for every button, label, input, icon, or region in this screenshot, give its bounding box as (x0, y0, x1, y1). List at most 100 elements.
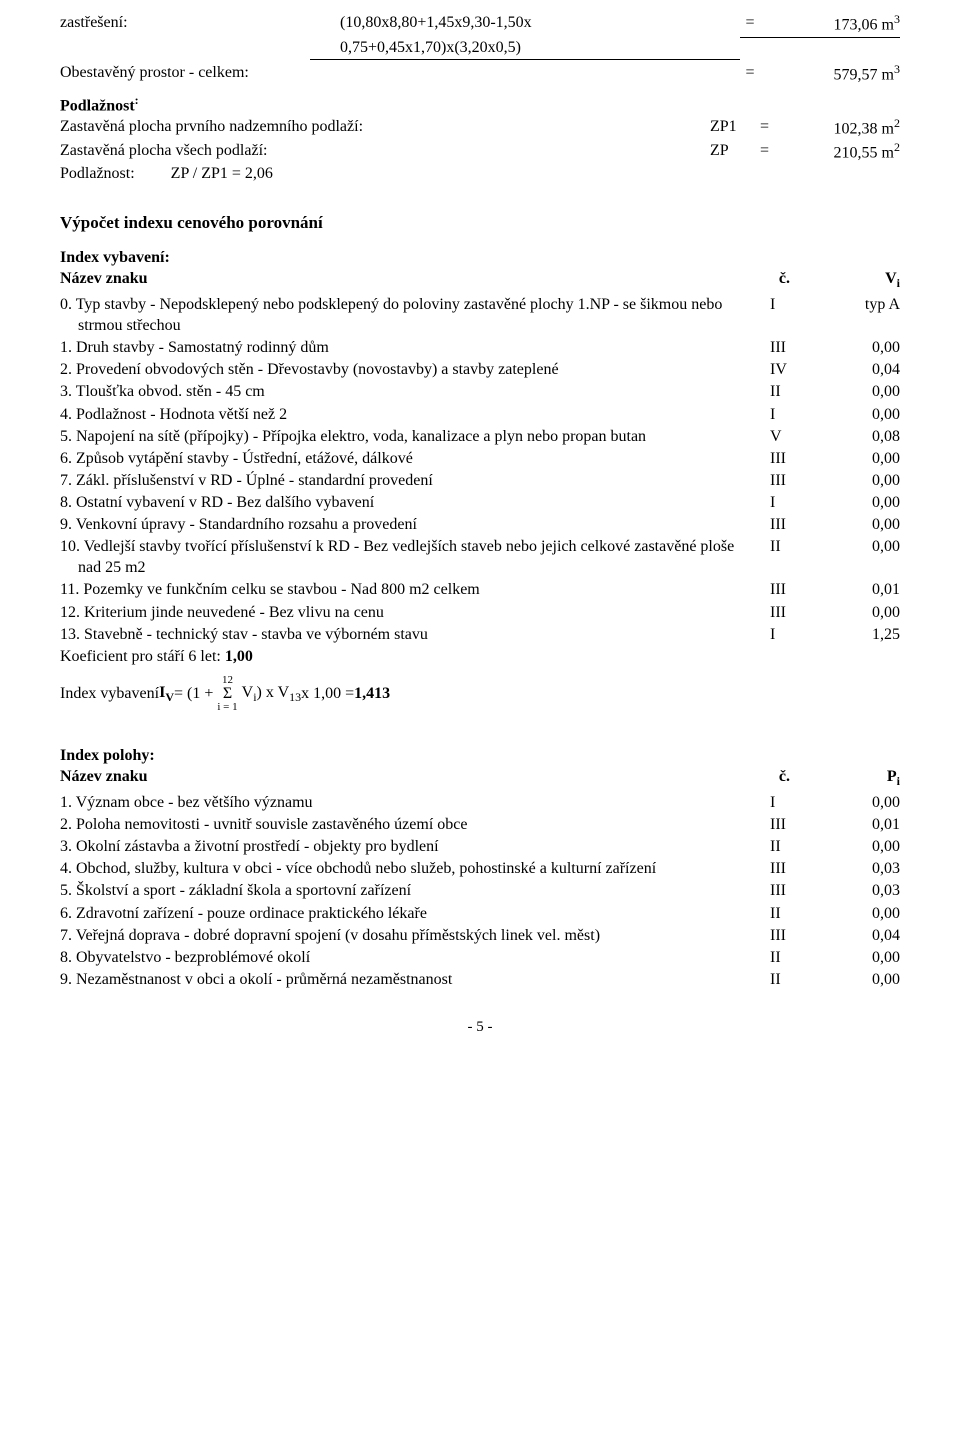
item-c: III (760, 514, 820, 535)
iv: IV (159, 682, 174, 706)
item-text: 8. Ostatní vybavení v RD - Bez dalšího v… (60, 492, 760, 513)
formula-vi: Vi (242, 682, 257, 706)
sigma-symbol: Σ (223, 686, 232, 702)
item-v: 0,00 (820, 448, 900, 469)
result: 579,57 m3 (760, 62, 900, 85)
item-v: 0,00 (820, 903, 900, 924)
item-c: III (760, 602, 820, 623)
item-v: 0,00 (820, 492, 900, 513)
item-text: 6. Způsob vytápění stavby - Ústřední, et… (60, 448, 760, 469)
item-c: III (760, 814, 820, 835)
formula-result: 1,413 (354, 683, 390, 704)
table-row: 8. Ostatní vybavení v RD - Bez dalšího v… (60, 492, 900, 513)
item-v: 0,08 (820, 426, 900, 447)
formula-line2: 0,75+0,45x1,70)x(3,20x0,5) (340, 39, 521, 56)
item-v: 0,00 (820, 536, 900, 578)
item-v: 0,01 (820, 814, 900, 835)
result (760, 37, 900, 38)
vypocet-heading: Výpočet indexu cenového porovnání (60, 212, 900, 234)
value: 102,38 m2 (790, 116, 900, 139)
value: 210,55 m2 (790, 140, 900, 163)
sigma-bottom: i = 1 (217, 702, 237, 713)
item-v: 0,00 (820, 381, 900, 402)
table-row: 13. Stavebně - technický stav - stavba v… (60, 624, 900, 645)
symbol: ZP (710, 140, 760, 163)
item-c: II (760, 536, 820, 578)
item-v: 0,01 (820, 579, 900, 600)
col-v: Pi (820, 766, 900, 790)
podlaznost-ratio: Podlažnost: ZP / ZP1 = 2,06 (60, 163, 900, 184)
item-v: 0,00 (820, 602, 900, 623)
table-row: 4. Podlažnost - Hodnota větší než 2I0,00 (60, 404, 900, 425)
podlaznost-block: Zastavěná plocha prvního nadzemního podl… (60, 116, 900, 184)
table-row: 9. Venkovní úpravy - Standardního rozsah… (60, 514, 900, 535)
calc-block: zastřešení: (10,80x8,80+1,45x9,30-1,50x … (60, 12, 900, 85)
item-c: II (760, 947, 820, 968)
formula-mid: = (1 + (174, 683, 213, 704)
item-v: 0,03 (820, 858, 900, 879)
formula: 0,75+0,45x1,70)x(3,20x0,5) (310, 37, 740, 59)
table-row: 3. Okolní zástavba a životní prostředí -… (60, 836, 900, 857)
table-row: 5. Napojení na sítě (přípojky) - Přípojk… (60, 426, 900, 447)
formula-left: Index vybavení (60, 683, 159, 704)
equals (740, 37, 760, 38)
table-row: 9. Nezaměstnanost v obci a okolí - průmě… (60, 969, 900, 990)
table-row: 12. Kriterium jinde neuvedené - Bez vliv… (60, 602, 900, 623)
item-text: 7. Veřejná doprava - dobré dopravní spoj… (60, 925, 760, 946)
item-v: 0,03 (820, 880, 900, 901)
item-c: II (760, 381, 820, 402)
item-text: 4. Obchod, služby, kultura v obci - více… (60, 858, 760, 879)
item-text: 8. Obyvatelstvo - bezproblémové okolí (60, 947, 760, 968)
item-text: 0. Typ stavby - Nepodsklepený nebo podsk… (60, 294, 760, 336)
item-c: II (760, 903, 820, 924)
item-text: 13. Stavebně - technický stav - stavba v… (60, 624, 760, 645)
sigma-icon: 12 Σ i = 1 (217, 675, 237, 713)
item-v: typ A (820, 294, 900, 336)
koeficient-line: Koeficient pro stáří 6 let: 1,00 (60, 646, 900, 667)
item-v: 0,00 (820, 947, 900, 968)
item-text: 5. Napojení na sítě (přípojky) - Přípojk… (60, 426, 760, 447)
item-c: I (760, 294, 820, 336)
item-c: III (760, 337, 820, 358)
item-c: IV (760, 359, 820, 380)
item-text: 12. Kriterium jinde neuvedené - Bez vliv… (60, 602, 760, 623)
item-c: III (760, 880, 820, 901)
table2-body: 1. Význam obce - bez většího významuI0,0… (60, 792, 900, 990)
table-row: 2. Provedení obvodových stěn - Dřevostav… (60, 359, 900, 380)
table1-header: Název znaku č. Vi (60, 268, 900, 292)
label: Zastavěná plocha všech podlaží: (60, 140, 710, 163)
item-text: 1. Význam obce - bez většího významu (60, 792, 760, 813)
col-name: Název znaku (60, 766, 760, 790)
table-row: 1. Druh stavby - Samostatný rodinný důmI… (60, 337, 900, 358)
item-text: 5. Školství a sport - základní škola a s… (60, 880, 760, 901)
item-v: 0,00 (820, 470, 900, 491)
table-row: 7. Veřejná doprava - dobré dopravní spoj… (60, 925, 900, 946)
item-text: 9. Venkovní úpravy - Standardního rozsah… (60, 514, 760, 535)
item-v: 0,04 (820, 925, 900, 946)
row: Zastavěná plocha všech podlaží: ZP = 210… (60, 140, 900, 163)
item-text: 3. Tloušťka obvod. stěn - 45 cm (60, 381, 760, 402)
item-v: 0,00 (820, 404, 900, 425)
item-text: 7. Zákl. příslušenství v RD - Úplné - st… (60, 470, 760, 491)
page-number: - 5 - (60, 1018, 900, 1038)
item-text: 2. Poloha nemovitosti - uvnitř souvisle … (60, 814, 760, 835)
item-text: 9. Nezaměstnanost v obci a okolí - průmě… (60, 969, 760, 990)
item-text: 1. Druh stavby - Samostatný rodinný dům (60, 337, 760, 358)
formula: (10,80x8,80+1,45x9,30-1,50x (310, 12, 740, 33)
table2-header: Název znaku č. Pi (60, 766, 900, 790)
col-c: č. (760, 268, 820, 292)
table-row: 0. Typ stavby - Nepodsklepený nebo podsk… (60, 294, 900, 336)
index-polohy-heading: Index polohy: (60, 745, 900, 766)
formula-line1: (10,80x8,80+1,45x9,30-1,50x (340, 14, 532, 31)
equals: = (760, 140, 790, 163)
item-c: I (760, 624, 820, 645)
item-c: III (760, 925, 820, 946)
item-c: I (760, 792, 820, 813)
item-c: II (760, 969, 820, 990)
item-v: 1,25 (820, 624, 900, 645)
col-c: č. (760, 766, 820, 790)
index-vybaveni-heading: Index vybavení: (60, 247, 900, 268)
equals: = (740, 12, 760, 33)
table1-body: 0. Typ stavby - Nepodsklepený nebo podsk… (60, 294, 900, 645)
table-row: 10. Vedlejší stavby tvořící příslušenstv… (60, 536, 900, 578)
